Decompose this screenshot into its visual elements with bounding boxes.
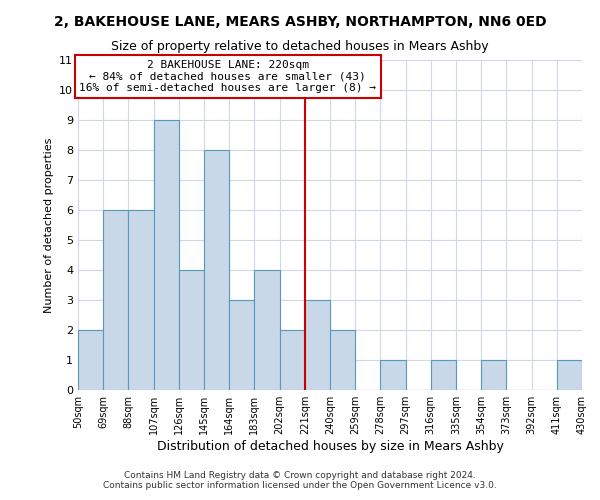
Bar bbox=[179, 270, 204, 390]
Bar bbox=[204, 150, 229, 390]
Text: Contains HM Land Registry data © Crown copyright and database right 2024.
Contai: Contains HM Land Registry data © Crown c… bbox=[103, 470, 497, 490]
Text: Size of property relative to detached houses in Mears Ashby: Size of property relative to detached ho… bbox=[111, 40, 489, 53]
Bar bbox=[557, 360, 582, 390]
Bar bbox=[280, 330, 305, 390]
Bar bbox=[481, 360, 506, 390]
Bar bbox=[128, 210, 154, 390]
Y-axis label: Number of detached properties: Number of detached properties bbox=[44, 138, 53, 312]
Bar bbox=[380, 360, 406, 390]
Text: 2 BAKEHOUSE LANE: 220sqm
← 84% of detached houses are smaller (43)
16% of semi-d: 2 BAKEHOUSE LANE: 220sqm ← 84% of detach… bbox=[79, 60, 376, 93]
Bar bbox=[330, 330, 355, 390]
Bar bbox=[154, 120, 179, 390]
Bar bbox=[78, 330, 103, 390]
Bar bbox=[305, 300, 330, 390]
Bar bbox=[103, 210, 128, 390]
Bar bbox=[229, 300, 254, 390]
Text: 2, BAKEHOUSE LANE, MEARS ASHBY, NORTHAMPTON, NN6 0ED: 2, BAKEHOUSE LANE, MEARS ASHBY, NORTHAMP… bbox=[53, 15, 547, 29]
X-axis label: Distribution of detached houses by size in Mears Ashby: Distribution of detached houses by size … bbox=[157, 440, 503, 453]
Bar bbox=[431, 360, 456, 390]
Bar bbox=[254, 270, 280, 390]
